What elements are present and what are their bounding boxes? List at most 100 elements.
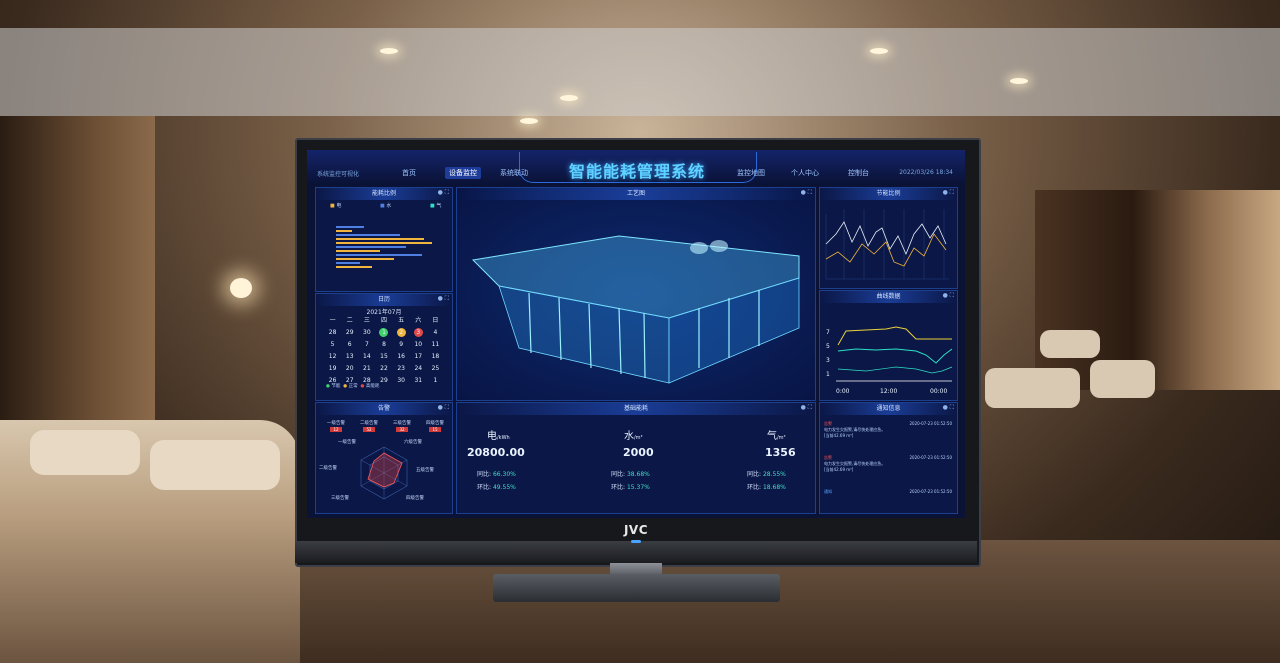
panel-controls-icon[interactable]: ● ⛶: [800, 189, 812, 196]
alarm-level-2[interactable]: 二级告警 52: [360, 421, 378, 432]
calendar-day[interactable]: 27: [345, 377, 354, 384]
panel-title: 曲线数据: [820, 291, 957, 303]
sofa-cushion: [30, 430, 140, 475]
panel-title: 告警: [316, 403, 452, 415]
calendar-day[interactable]: 28: [328, 329, 337, 336]
calendar-day[interactable]: 29: [345, 329, 354, 336]
calendar-day[interactable]: 25: [431, 365, 440, 372]
alarm-level-3[interactable]: 三级告警 32: [393, 421, 411, 432]
calendar-legend: ● 节能 ● 正常 ● 高能耗: [326, 384, 380, 389]
calendar-grid: 一二三四五六日 28 29 30 1 2 3 4 5 6 7 8 9 10 11 12 13 14 15 16 17 18…: [324, 316, 444, 385]
calendar-day[interactable]: 14: [363, 353, 371, 360]
calendar-panel: 日历 ● ⛶ 2021年07月 一二三四五六日 28 29 30 1 2 3 4 5 6 7 8 9 10…: [315, 293, 453, 401]
calendar-day[interactable]: 11: [431, 341, 440, 348]
armchair: [1040, 330, 1100, 358]
alarm-level-1[interactable]: 一级告警 12: [327, 421, 345, 432]
water-mom: 环比: 15.37%: [611, 484, 650, 491]
calendar-day[interactable]: 16: [397, 353, 405, 360]
calendar-day[interactable]: 6: [347, 341, 352, 348]
y-tick: 5: [826, 343, 830, 350]
curve-chart: [836, 326, 953, 382]
calendar-day[interactable]: 29: [380, 377, 388, 384]
ratio-bar: [336, 246, 406, 248]
panel-controls-icon[interactable]: ● ⛶: [800, 404, 812, 411]
calendar-day[interactable]: 10: [414, 341, 423, 348]
calendar-day[interactable]: 15: [380, 353, 388, 360]
calendar-day[interactable]: 18: [431, 353, 440, 360]
ratio-bar: [336, 258, 394, 260]
panel-controls-icon[interactable]: ● ⛶: [942, 404, 954, 411]
calendar-day[interactable]: 17: [414, 353, 423, 360]
electric-label: 电/kWh: [487, 431, 510, 442]
calendar-day[interactable]: 5: [330, 341, 335, 348]
nav-home[interactable]: 首页: [402, 169, 416, 177]
water-label: 水/m³: [624, 431, 643, 442]
notice-item[interactable]: 通知 2020-07-23 01:52:50: [824, 489, 952, 494]
water-yoy: 同比: 38.68%: [611, 471, 650, 478]
calendar-day[interactable]: 24: [414, 365, 423, 372]
calendar-day[interactable]: 1: [433, 377, 438, 384]
calendar-day[interactable]: 26: [328, 377, 337, 384]
lamp: [230, 278, 252, 298]
notice-item[interactable]: 告警 2020-07-23 01:52:50 电力发生欠报警,请尽快处理应急。 [当…: [824, 421, 952, 438]
panel-controls-icon[interactable]: ● ⛶: [942, 292, 954, 299]
electric-yoy: 同比: 66.30%: [477, 471, 516, 478]
electric-mom: 环比: 49.55%: [477, 484, 516, 491]
clock: 2022/03/26 18:34: [899, 169, 953, 176]
saving-ratio-chart: [825, 209, 949, 280]
gas-label: 气/m³: [767, 431, 786, 442]
panel-title: 能耗比例: [316, 188, 452, 200]
calendar-day[interactable]: 2: [396, 328, 406, 337]
gas-value: 1356: [765, 446, 796, 459]
water-value: 2000: [623, 446, 654, 459]
electric-value: 20800.00: [467, 446, 525, 459]
ratio-bar: [336, 238, 424, 240]
calendar-day[interactable]: 21: [363, 365, 371, 372]
panel-controls-icon[interactable]: ● ⛶: [437, 404, 449, 411]
calendar-day[interactable]: 31: [414, 377, 423, 384]
y-tick: 3: [826, 357, 830, 364]
panel-title: 日历: [316, 294, 452, 306]
calendar-day[interactable]: 13: [345, 353, 354, 360]
calendar-day[interactable]: 1: [379, 328, 389, 337]
calendar-day[interactable]: 22: [380, 365, 388, 372]
nav-device-monitor[interactable]: 设备监控: [445, 167, 481, 179]
calendar-day[interactable]: 28: [363, 377, 371, 384]
nav-monitor-map[interactable]: 监控地图: [737, 169, 765, 177]
alarm-level-4[interactable]: 四级告警 15: [426, 421, 444, 432]
calendar-weekday: 三: [363, 317, 370, 324]
calendar-day[interactable]: 3: [413, 328, 423, 337]
tv-brand-logo: JVC: [623, 523, 649, 537]
panel-controls-icon[interactable]: ● ⛶: [942, 189, 954, 196]
energy-ratio-panel: 能耗比例 ● ⛶ ■ 电 ■ 水 ■ 气: [315, 187, 453, 292]
calendar-day[interactable]: 30: [363, 329, 371, 336]
panel-controls-icon[interactable]: ● ⛶: [437, 189, 449, 196]
calendar-day[interactable]: 4: [433, 329, 438, 336]
calendar-day[interactable]: 20: [345, 365, 354, 372]
notices-panel: 通知信息 ● ⛶ 告警 2020-07-23 01:52:50 电力发生欠报警,请…: [819, 402, 958, 514]
ratio-bar: [336, 226, 364, 228]
x-tick: 12:00: [880, 388, 898, 395]
ceiling-light: [1010, 78, 1028, 84]
ceiling-light: [520, 118, 538, 124]
calendar-weekday: 二: [346, 317, 353, 324]
calendar-day[interactable]: 12: [328, 353, 337, 360]
dashboard-title: 智能能耗管理系统: [568, 162, 705, 181]
notice-item[interactable]: 告警 2020-07-23 01:52:50 电力发生欠报警,请尽快处理应急。 [当…: [824, 455, 952, 472]
nav-personal-center[interactable]: 个人中心: [791, 169, 819, 177]
calendar-month[interactable]: 2021年07月: [366, 309, 402, 316]
panel-controls-icon[interactable]: ● ⛶: [437, 295, 449, 302]
y-tick: 1: [826, 371, 830, 378]
calendar-day[interactable]: 23: [397, 365, 405, 372]
calendar-day[interactable]: 19: [328, 365, 337, 372]
calendar-day[interactable]: 8: [382, 341, 386, 348]
calendar-day[interactable]: 30: [397, 377, 405, 384]
legend-electric: ■ 电: [330, 203, 342, 209]
nav-system-link[interactable]: 系统联动: [500, 169, 528, 177]
nav-console[interactable]: 控制台: [848, 169, 869, 177]
calendar-day[interactable]: 7: [364, 341, 369, 348]
armchair: [985, 368, 1080, 408]
calendar-day[interactable]: 9: [399, 341, 404, 348]
curve-panel: 曲线数据 ● ⛶ 7 5 3 1 0:00 12:00 00:00: [819, 290, 958, 401]
radar-label: 四级告警: [406, 496, 424, 501]
